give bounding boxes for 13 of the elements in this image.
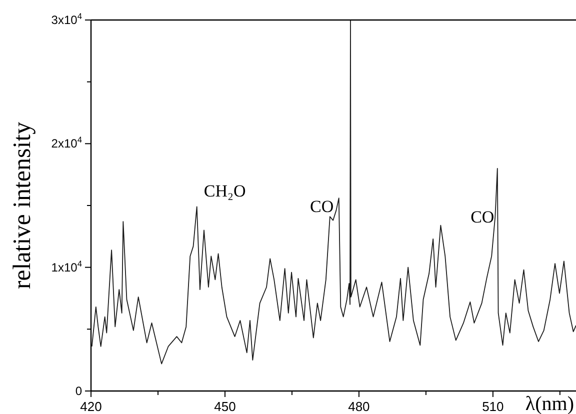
y-tick-label: 0	[75, 384, 82, 398]
x-tick-label: 420	[80, 399, 102, 414]
y-tick-label: 3x10$^{4}$	[51, 11, 82, 27]
y-tick-label: 1x10$^{4}$	[51, 258, 82, 274]
x-tick-label: 450	[214, 399, 236, 414]
annotation: CO	[470, 207, 494, 226]
y-axis-title: relative intensity	[9, 121, 36, 290]
y-tick-label: 2x10$^{4}$	[51, 134, 82, 151]
x-tick-label: 480	[348, 399, 370, 414]
annotation: CO	[310, 197, 334, 216]
annotation: CH₂O	[204, 182, 246, 201]
x-axis-title: λ(nm)	[525, 393, 574, 414]
x-tick-label: 510	[482, 399, 504, 414]
